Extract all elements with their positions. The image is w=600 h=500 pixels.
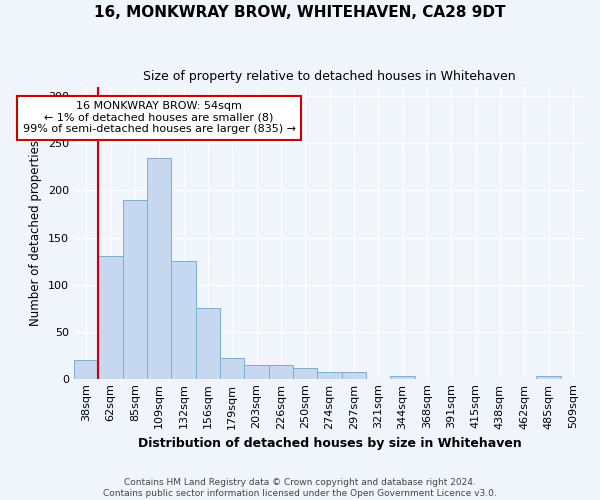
Y-axis label: Number of detached properties: Number of detached properties [29, 140, 43, 326]
Bar [74, 360, 98, 378]
Bar [269, 364, 293, 378]
Text: Contains HM Land Registry data © Crown copyright and database right 2024.
Contai: Contains HM Land Registry data © Crown c… [103, 478, 497, 498]
Bar [391, 376, 415, 378]
Bar [122, 200, 147, 378]
Text: 16 MONKWRAY BROW: 54sqm
← 1% of detached houses are smaller (8)
99% of semi-deta: 16 MONKWRAY BROW: 54sqm ← 1% of detached… [23, 101, 296, 134]
Bar [317, 372, 341, 378]
Bar [147, 158, 172, 378]
X-axis label: Distribution of detached houses by size in Whitehaven: Distribution of detached houses by size … [137, 437, 521, 450]
Bar [220, 358, 244, 378]
Bar [98, 256, 122, 378]
Bar [244, 364, 269, 378]
Bar [293, 368, 317, 378]
Bar [172, 261, 196, 378]
Bar [196, 308, 220, 378]
Bar [536, 376, 560, 378]
Title: Size of property relative to detached houses in Whitehaven: Size of property relative to detached ho… [143, 70, 516, 83]
Bar [341, 372, 366, 378]
Text: 16, MONKWRAY BROW, WHITEHAVEN, CA28 9DT: 16, MONKWRAY BROW, WHITEHAVEN, CA28 9DT [94, 5, 506, 20]
